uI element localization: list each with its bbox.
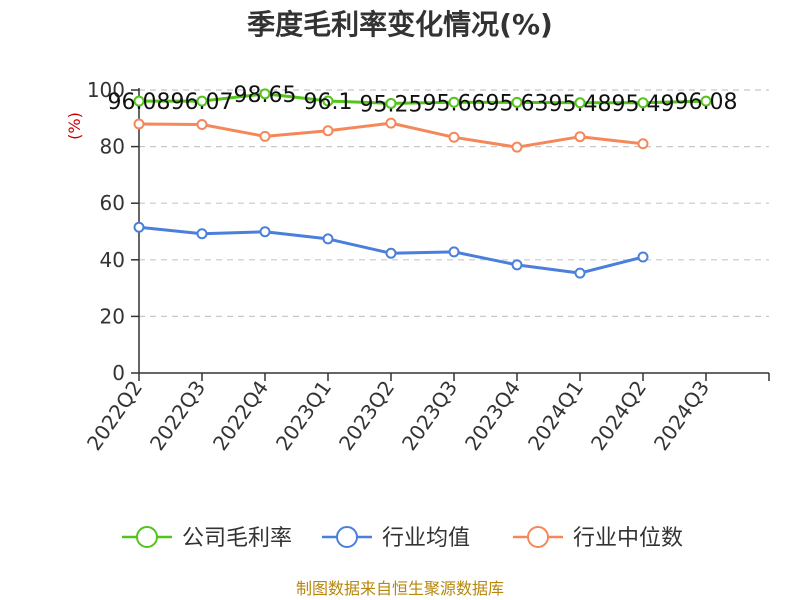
data-label: 95.49 — [612, 92, 675, 117]
data-point[interactable] — [511, 96, 523, 108]
x-tick-label: 2022Q2 — [82, 376, 147, 455]
data-point[interactable] — [700, 95, 712, 107]
data-label: 95.63 — [486, 91, 549, 116]
data-point[interactable] — [511, 259, 523, 271]
y-axis-unit: (%) — [65, 112, 84, 140]
grid-lines — [139, 89, 769, 317]
data-point[interactable] — [322, 125, 334, 137]
data-label: 96.1 — [304, 90, 353, 115]
y-tick-label: 60 — [100, 191, 125, 215]
x-tick-label: 2023Q1 — [271, 376, 336, 455]
series-line — [139, 92, 707, 105]
y-tick-label: 100 — [87, 78, 125, 102]
data-point[interactable] — [259, 130, 271, 142]
data-point[interactable] — [385, 97, 397, 109]
data-point[interactable] — [322, 233, 334, 245]
data-point[interactable] — [385, 247, 397, 259]
data-point[interactable] — [133, 95, 145, 107]
data-point[interactable] — [133, 118, 145, 130]
data-point[interactable] — [196, 228, 208, 240]
data-point[interactable] — [259, 88, 271, 100]
chart-title: 季度毛利率变化情况(%) — [247, 8, 553, 41]
data-point[interactable] — [259, 226, 271, 238]
x-tick-label: 2023Q2 — [334, 376, 399, 455]
legend[interactable]: 公司毛利率 行业均值 行业中位数 — [122, 526, 683, 551]
x-tick-label: 2024Q2 — [586, 376, 651, 455]
data-label: 95.66 — [423, 91, 486, 116]
data-label: 95.48 — [549, 92, 612, 117]
data-point[interactable] — [511, 141, 523, 153]
legend-item[interactable]: 行业均值 — [322, 526, 470, 551]
data-point[interactable] — [637, 251, 649, 263]
axes — [131, 88, 770, 381]
legend-marker — [136, 526, 158, 548]
data-label: 96.08 — [108, 90, 171, 115]
x-tick-label: 2023Q4 — [460, 376, 525, 455]
x-tick-label: 2023Q3 — [397, 376, 462, 455]
y-tick-label: 80 — [100, 135, 125, 159]
series-group — [133, 88, 712, 279]
legend-marker — [336, 526, 358, 548]
data-point[interactable] — [448, 246, 460, 258]
data-point[interactable] — [448, 131, 460, 143]
data-labels: 96.08 96.07 98.65 96.1 95.25 95.66 95.63 95.48 9… — [108, 83, 738, 118]
data-point[interactable] — [448, 96, 460, 108]
x-tick-label: 2024Q3 — [649, 376, 714, 455]
data-point[interactable] — [322, 95, 334, 107]
data-point[interactable] — [637, 138, 649, 150]
data-point[interactable] — [574, 267, 586, 279]
data-point[interactable] — [196, 119, 208, 131]
legend-marker — [527, 526, 549, 548]
legend-label: 行业中位数 — [573, 526, 683, 551]
legend-item[interactable]: 公司毛利率 — [122, 526, 292, 551]
x-tick-label: 2024Q1 — [523, 376, 588, 455]
x-tick-label: 2022Q3 — [145, 376, 210, 455]
data-point[interactable] — [133, 221, 145, 233]
data-point[interactable] — [385, 117, 397, 129]
legend-label: 公司毛利率 — [182, 526, 292, 551]
y-tick-label: 40 — [100, 248, 125, 272]
data-point[interactable] — [637, 97, 649, 109]
data-label: 96.07 — [171, 90, 234, 115]
data-point[interactable] — [574, 131, 586, 143]
data-label: 98.65 — [234, 83, 297, 108]
data-point[interactable] — [574, 97, 586, 109]
y-tick-label: 0 — [112, 361, 125, 385]
x-tick-label: 2022Q4 — [208, 376, 273, 455]
y-tick-label: 20 — [100, 304, 125, 328]
data-point[interactable] — [196, 95, 208, 107]
data-label: 95.25 — [360, 92, 423, 117]
legend-label: 行业均值 — [382, 526, 470, 551]
source-note: 制图数据来自恒生聚源数据库 — [296, 579, 504, 598]
tick-labels: 0204060801002022Q22022Q32022Q42023Q12023… — [82, 78, 714, 455]
data-label: 96.08 — [675, 90, 738, 115]
legend-item[interactable]: 行业中位数 — [513, 526, 683, 551]
